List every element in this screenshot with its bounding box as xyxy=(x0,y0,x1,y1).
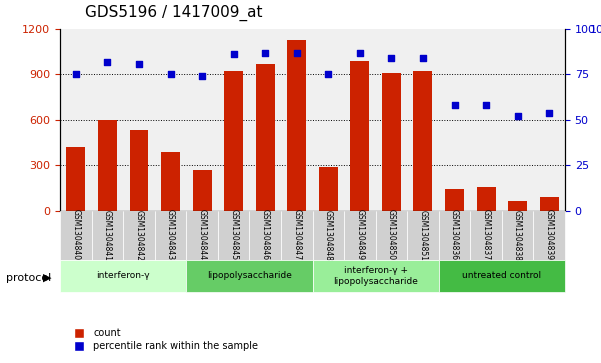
Text: GSM1304849: GSM1304849 xyxy=(355,209,364,261)
Bar xyxy=(319,167,338,211)
Point xyxy=(355,50,365,56)
Text: GSM1304840: GSM1304840 xyxy=(72,209,81,261)
Text: GSM1304845: GSM1304845 xyxy=(229,209,238,261)
Point xyxy=(292,50,302,56)
Text: interferon-γ +
lipopolysaccharide: interferon-γ + lipopolysaccharide xyxy=(333,266,418,286)
FancyBboxPatch shape xyxy=(344,211,376,260)
Bar xyxy=(256,64,275,211)
FancyBboxPatch shape xyxy=(186,260,313,292)
Bar xyxy=(224,72,243,211)
FancyBboxPatch shape xyxy=(313,211,344,260)
FancyBboxPatch shape xyxy=(502,211,534,260)
FancyBboxPatch shape xyxy=(60,260,186,292)
FancyBboxPatch shape xyxy=(249,211,281,260)
FancyBboxPatch shape xyxy=(91,211,123,260)
Point xyxy=(323,72,333,77)
FancyBboxPatch shape xyxy=(281,211,313,260)
Bar xyxy=(508,201,527,211)
FancyBboxPatch shape xyxy=(218,211,249,260)
Bar xyxy=(350,61,369,211)
FancyBboxPatch shape xyxy=(60,211,91,260)
FancyBboxPatch shape xyxy=(439,211,470,260)
Point xyxy=(481,102,491,108)
FancyBboxPatch shape xyxy=(376,211,407,260)
Text: GSM1304838: GSM1304838 xyxy=(513,209,522,261)
Text: lipopolysaccharide: lipopolysaccharide xyxy=(207,272,292,280)
Point xyxy=(166,72,175,77)
Bar xyxy=(382,73,401,211)
Bar xyxy=(98,120,117,211)
Text: GSM1304843: GSM1304843 xyxy=(166,209,175,261)
FancyBboxPatch shape xyxy=(439,260,565,292)
Bar xyxy=(129,130,148,211)
Bar xyxy=(477,187,495,211)
Text: GSM1304851: GSM1304851 xyxy=(418,209,427,261)
Text: untreated control: untreated control xyxy=(462,272,542,280)
Text: GSM1304839: GSM1304839 xyxy=(545,209,554,261)
FancyBboxPatch shape xyxy=(470,211,502,260)
Text: ▶: ▶ xyxy=(43,273,52,283)
Point xyxy=(386,55,396,61)
Point xyxy=(418,55,428,61)
Bar xyxy=(161,152,180,211)
Bar xyxy=(445,189,464,211)
Text: GSM1304836: GSM1304836 xyxy=(450,209,459,261)
Bar xyxy=(66,147,85,211)
Text: GSM1304846: GSM1304846 xyxy=(261,209,270,261)
Bar xyxy=(192,170,212,211)
Point xyxy=(197,73,207,79)
FancyBboxPatch shape xyxy=(313,260,439,292)
Point xyxy=(450,102,459,108)
FancyBboxPatch shape xyxy=(186,211,218,260)
Text: GSM1304837: GSM1304837 xyxy=(481,209,490,261)
Bar xyxy=(287,40,306,211)
FancyBboxPatch shape xyxy=(155,211,186,260)
Point xyxy=(545,110,554,115)
Point xyxy=(513,113,522,119)
Text: GSM1304844: GSM1304844 xyxy=(198,209,207,261)
Point xyxy=(260,50,270,56)
FancyBboxPatch shape xyxy=(407,211,439,260)
Text: interferon-γ: interferon-γ xyxy=(96,272,150,280)
Point xyxy=(229,52,239,57)
Y-axis label: 100%: 100% xyxy=(590,25,601,36)
FancyBboxPatch shape xyxy=(123,211,155,260)
Point xyxy=(134,61,144,66)
Text: GSM1304848: GSM1304848 xyxy=(324,209,333,261)
Text: GSM1304847: GSM1304847 xyxy=(292,209,301,261)
Text: GSM1304850: GSM1304850 xyxy=(387,209,396,261)
FancyBboxPatch shape xyxy=(534,211,565,260)
Point xyxy=(103,59,112,65)
Text: protocol: protocol xyxy=(6,273,51,283)
Bar xyxy=(413,72,432,211)
Bar xyxy=(540,197,558,211)
Text: GDS5196 / 1417009_at: GDS5196 / 1417009_at xyxy=(85,5,263,21)
Legend: count, percentile rank within the sample: count, percentile rank within the sample xyxy=(65,324,262,355)
Text: GSM1304841: GSM1304841 xyxy=(103,209,112,261)
Text: GSM1304842: GSM1304842 xyxy=(135,209,144,261)
Point xyxy=(71,72,81,77)
